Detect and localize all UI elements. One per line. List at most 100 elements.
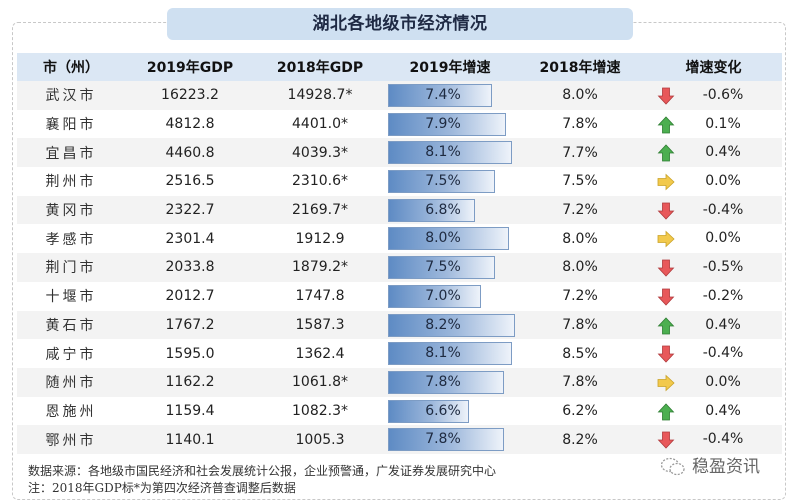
cell-gdp2018: 2310.6* (255, 167, 385, 196)
cell-gdp2019: 1159.4 (125, 396, 255, 426)
change-value: 0.4% (705, 402, 741, 419)
table-header-row: 市（州） 2019年GDP 2018年GDP 2019年增速 2018年增速 增… (17, 53, 782, 81)
cell-city: 黄石市 (17, 310, 125, 340)
growth2019-value: 7.9% (425, 115, 461, 132)
cell-growth2018: 6.2% (515, 396, 645, 426)
growth-databar (388, 428, 504, 452)
cell-gdp2018: 1061.8* (255, 367, 385, 397)
cell-gdp2018: 1587.3 (255, 310, 385, 340)
right-arrow-icon (657, 173, 675, 191)
growth2019-value: 6.6% (425, 402, 461, 419)
cell-gdp2019: 2301.4 (125, 224, 255, 254)
cell-growth2018: 7.8% (515, 109, 645, 139)
growth-databar (388, 256, 495, 280)
cell-change: 0.0% (645, 224, 782, 254)
cell-growth2018: 8.0% (515, 81, 645, 110)
cell-growth2019: 7.8% (385, 367, 515, 397)
right-arrow-icon (657, 231, 675, 248)
cell-gdp2018: 4039.3* (255, 138, 385, 168)
cell-gdp2019: 1162.2 (125, 367, 255, 397)
cell-gdp2019: 2012.7 (125, 281, 255, 311)
cell-growth2018: 8.0% (515, 224, 645, 254)
cell-growth2019: 6.8% (385, 195, 515, 225)
cell-growth2019: 7.5% (385, 167, 515, 196)
change-value: -0.4% (702, 431, 744, 448)
cell-gdp2019: 2033.8 (125, 253, 255, 282)
up-arrow-icon (657, 316, 675, 334)
growth2019-value: 8.1% (425, 144, 461, 161)
change-value: -0.2% (702, 287, 744, 304)
cell-change: 0.1% (645, 109, 782, 139)
table-row: 黄石市 1767.2 1587.3 8.2% 7.8% 0.4% (17, 310, 782, 340)
cell-growth2019: 7.0% (385, 281, 515, 311)
cell-growth2018: 7.8% (515, 310, 645, 340)
table-row: 随州市 1162.2 1061.8* 7.8% 7.8% 0.0% (17, 367, 782, 397)
cell-growth2018: 7.7% (515, 138, 645, 168)
cell-growth2018: 8.0% (515, 253, 645, 282)
cell-growth2018: 8.2% (515, 425, 645, 454)
growth2019-value: 7.8% (425, 431, 461, 448)
cell-growth2018: 7.2% (515, 281, 645, 311)
change-value: -0.6% (702, 87, 744, 103)
growth-databar (388, 84, 492, 107)
cell-gdp2019: 16223.2 (125, 81, 255, 110)
down-arrow-icon (657, 202, 675, 220)
down-arrow-icon (657, 87, 675, 105)
cell-city: 孝感市 (17, 224, 125, 254)
table-row: 黄冈市 2322.7 2169.7* 6.8% 7.2% -0.4% (17, 195, 782, 225)
change-value: 0.1% (705, 115, 741, 132)
growth-databar (388, 227, 509, 251)
cell-change: 0.4% (645, 396, 782, 426)
watermark: 稳盈资讯 (660, 452, 760, 477)
cell-change: 0.0% (645, 367, 782, 397)
table-row: 孝感市 2301.4 1912.9 8.0% 8.0% 0.0% (17, 224, 782, 254)
cell-growth2019: 8.1% (385, 138, 515, 168)
growth-databar (388, 112, 506, 136)
right-arrow-icon (657, 374, 675, 392)
table-row: 荆州市 2516.5 2310.6* 7.5% 7.5% 0.0% (17, 167, 782, 196)
growth-databar (388, 399, 469, 423)
up-arrow-icon (657, 116, 675, 134)
growth2019-value: 8.2% (425, 316, 461, 333)
cell-change: -0.4% (645, 425, 782, 454)
footer-source: 数据来源：各地级市国民经济和社会发展统计公报，企业预警通，广发证券发展研究中心 (28, 464, 497, 478)
cell-gdp2019: 1767.2 (125, 310, 255, 340)
cell-change: -0.5% (645, 253, 782, 282)
cell-change: -0.4% (645, 195, 782, 225)
cell-city: 宜昌市 (17, 138, 125, 168)
cell-change: 0.4% (645, 310, 782, 340)
table-row: 宜昌市 4460.8 4039.3* 8.1% 7.7% 0.4% (17, 138, 782, 168)
growth2019-value: 7.4% (425, 87, 461, 103)
up-arrow-icon (657, 144, 675, 162)
cell-gdp2018: 1005.3 (255, 425, 385, 454)
cell-change: -0.2% (645, 281, 782, 311)
down-arrow-icon (657, 288, 675, 306)
cell-change: -0.6% (645, 81, 782, 110)
growth-databar (388, 198, 475, 222)
cell-city: 恩施州 (17, 396, 125, 426)
cell-city: 鄂州市 (17, 425, 125, 454)
table-title: 湖北各地级市经济情况 (167, 8, 633, 40)
cell-city: 荆州市 (17, 167, 125, 196)
up-arrow-icon (657, 402, 675, 420)
growth2019-value: 7.5% (425, 173, 461, 190)
cell-change: -0.4% (645, 339, 782, 368)
growth2019-value: 6.8% (425, 201, 461, 218)
growth2019-value: 7.8% (425, 373, 461, 390)
table-row: 恩施州 1159.4 1082.3* 6.6% 6.2% 0.4% (17, 396, 782, 426)
growth-databar (388, 284, 481, 308)
header-growth2019: 2019年增速 (385, 53, 515, 81)
cell-gdp2018: 1747.8 (255, 281, 385, 311)
wechat-icon (660, 457, 685, 476)
change-value: 0.4% (705, 144, 741, 161)
cell-growth2019: 7.9% (385, 109, 515, 139)
cell-growth2019: 8.2% (385, 310, 515, 340)
table-row: 十堰市 2012.7 1747.8 7.0% 7.2% -0.2% (17, 281, 782, 311)
growth-databar (388, 342, 512, 366)
down-arrow-icon (657, 431, 675, 449)
table-row: 武汉市 16223.2 14928.7* 7.4% 8.0% -0.6% (17, 81, 782, 110)
header-gdp2018: 2018年GDP (255, 53, 385, 81)
down-arrow-icon (657, 345, 675, 363)
footer-note: 注：2018年GDP标*为第四次经济普查调整后数据 (28, 481, 296, 495)
cell-gdp2019: 2516.5 (125, 167, 255, 196)
